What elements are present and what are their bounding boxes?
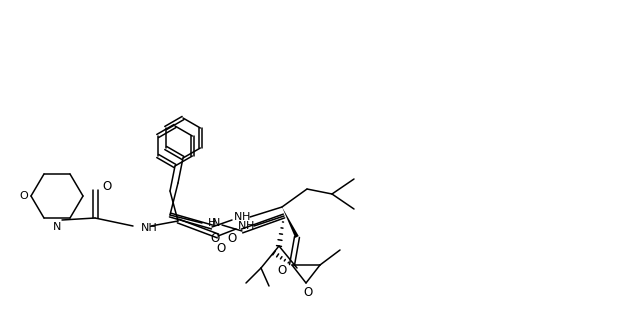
- Polygon shape: [282, 207, 299, 238]
- Text: NH: NH: [141, 223, 158, 233]
- Text: O: O: [20, 191, 29, 201]
- Text: H: H: [246, 221, 254, 231]
- Text: H: H: [242, 212, 251, 222]
- Text: O: O: [102, 179, 111, 193]
- Text: N: N: [212, 218, 220, 228]
- Text: H: H: [208, 218, 216, 228]
- Text: O: O: [277, 264, 287, 276]
- Text: N: N: [53, 222, 61, 232]
- Text: N: N: [234, 212, 242, 222]
- Text: O: O: [303, 286, 313, 300]
- Text: O: O: [211, 232, 219, 246]
- Text: O: O: [228, 232, 237, 246]
- Text: O: O: [216, 241, 226, 255]
- Text: N: N: [238, 221, 246, 231]
